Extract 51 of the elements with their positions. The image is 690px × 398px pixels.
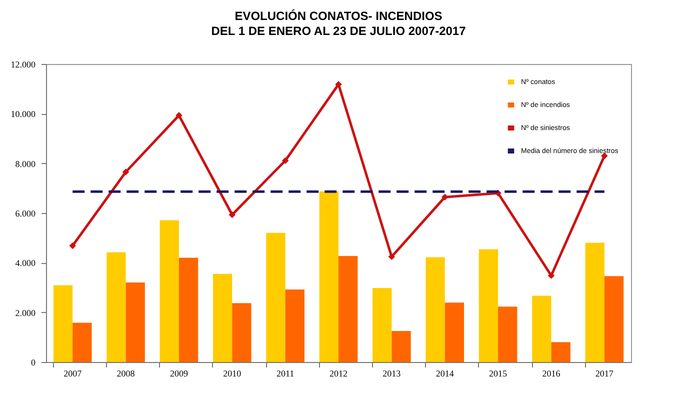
y-tick-label: 4.000 (15, 258, 36, 268)
point (69, 242, 76, 250)
bar (426, 257, 445, 362)
chart-title: EVOLUCIÓN CONATOS- INCENDIOS (234, 9, 442, 23)
bar (72, 322, 92, 362)
x-tick-label: 2014 (436, 368, 454, 378)
chart-subtitle: DEL 1 DE ENERO AL 23 DE JULIO 2007-2017 (211, 24, 466, 38)
x-tick-label: 2010 (223, 368, 242, 378)
bar (126, 282, 145, 362)
x-tick-label: 2008 (116, 368, 136, 378)
bar (498, 306, 518, 362)
y-tick-label: 8.000 (15, 158, 36, 169)
point (282, 157, 289, 164)
x-tick-label: 2015 (489, 368, 508, 378)
point (122, 168, 130, 176)
x-tick-label: 2011 (276, 368, 294, 378)
bar (285, 289, 304, 362)
x-tick-label: 2016 (542, 368, 561, 378)
bar (212, 274, 232, 362)
bar (604, 276, 624, 362)
bar (532, 296, 552, 362)
bar (106, 252, 126, 362)
x-tick-label: 2013 (382, 368, 402, 378)
x-tick-label: 2009 (170, 368, 188, 378)
x-tick-label: 2007 (64, 368, 82, 378)
point (335, 81, 342, 88)
y-tick-label: 2.000 (15, 308, 36, 318)
bar (178, 258, 198, 362)
bar (392, 330, 411, 362)
point (228, 211, 236, 218)
bar (585, 242, 604, 362)
point (388, 253, 396, 260)
bar (372, 288, 392, 362)
y-tick-label: 10.000 (10, 109, 36, 120)
bar (266, 232, 286, 362)
bar (338, 256, 358, 362)
y-tick-label: 0 (31, 358, 36, 368)
bar (444, 302, 464, 362)
bar (319, 191, 338, 362)
point (442, 194, 448, 200)
bar (551, 342, 570, 362)
bar (53, 285, 73, 362)
x-tick-label: 2017 (595, 368, 614, 378)
y-tick-label: 12.000 (10, 60, 36, 70)
point (176, 112, 182, 119)
x-tick-label: 2012 (330, 368, 348, 378)
point (548, 272, 555, 279)
bar (478, 249, 498, 362)
y-tick-label: 6.000 (15, 208, 36, 218)
bar (160, 220, 179, 362)
bar (232, 303, 252, 362)
